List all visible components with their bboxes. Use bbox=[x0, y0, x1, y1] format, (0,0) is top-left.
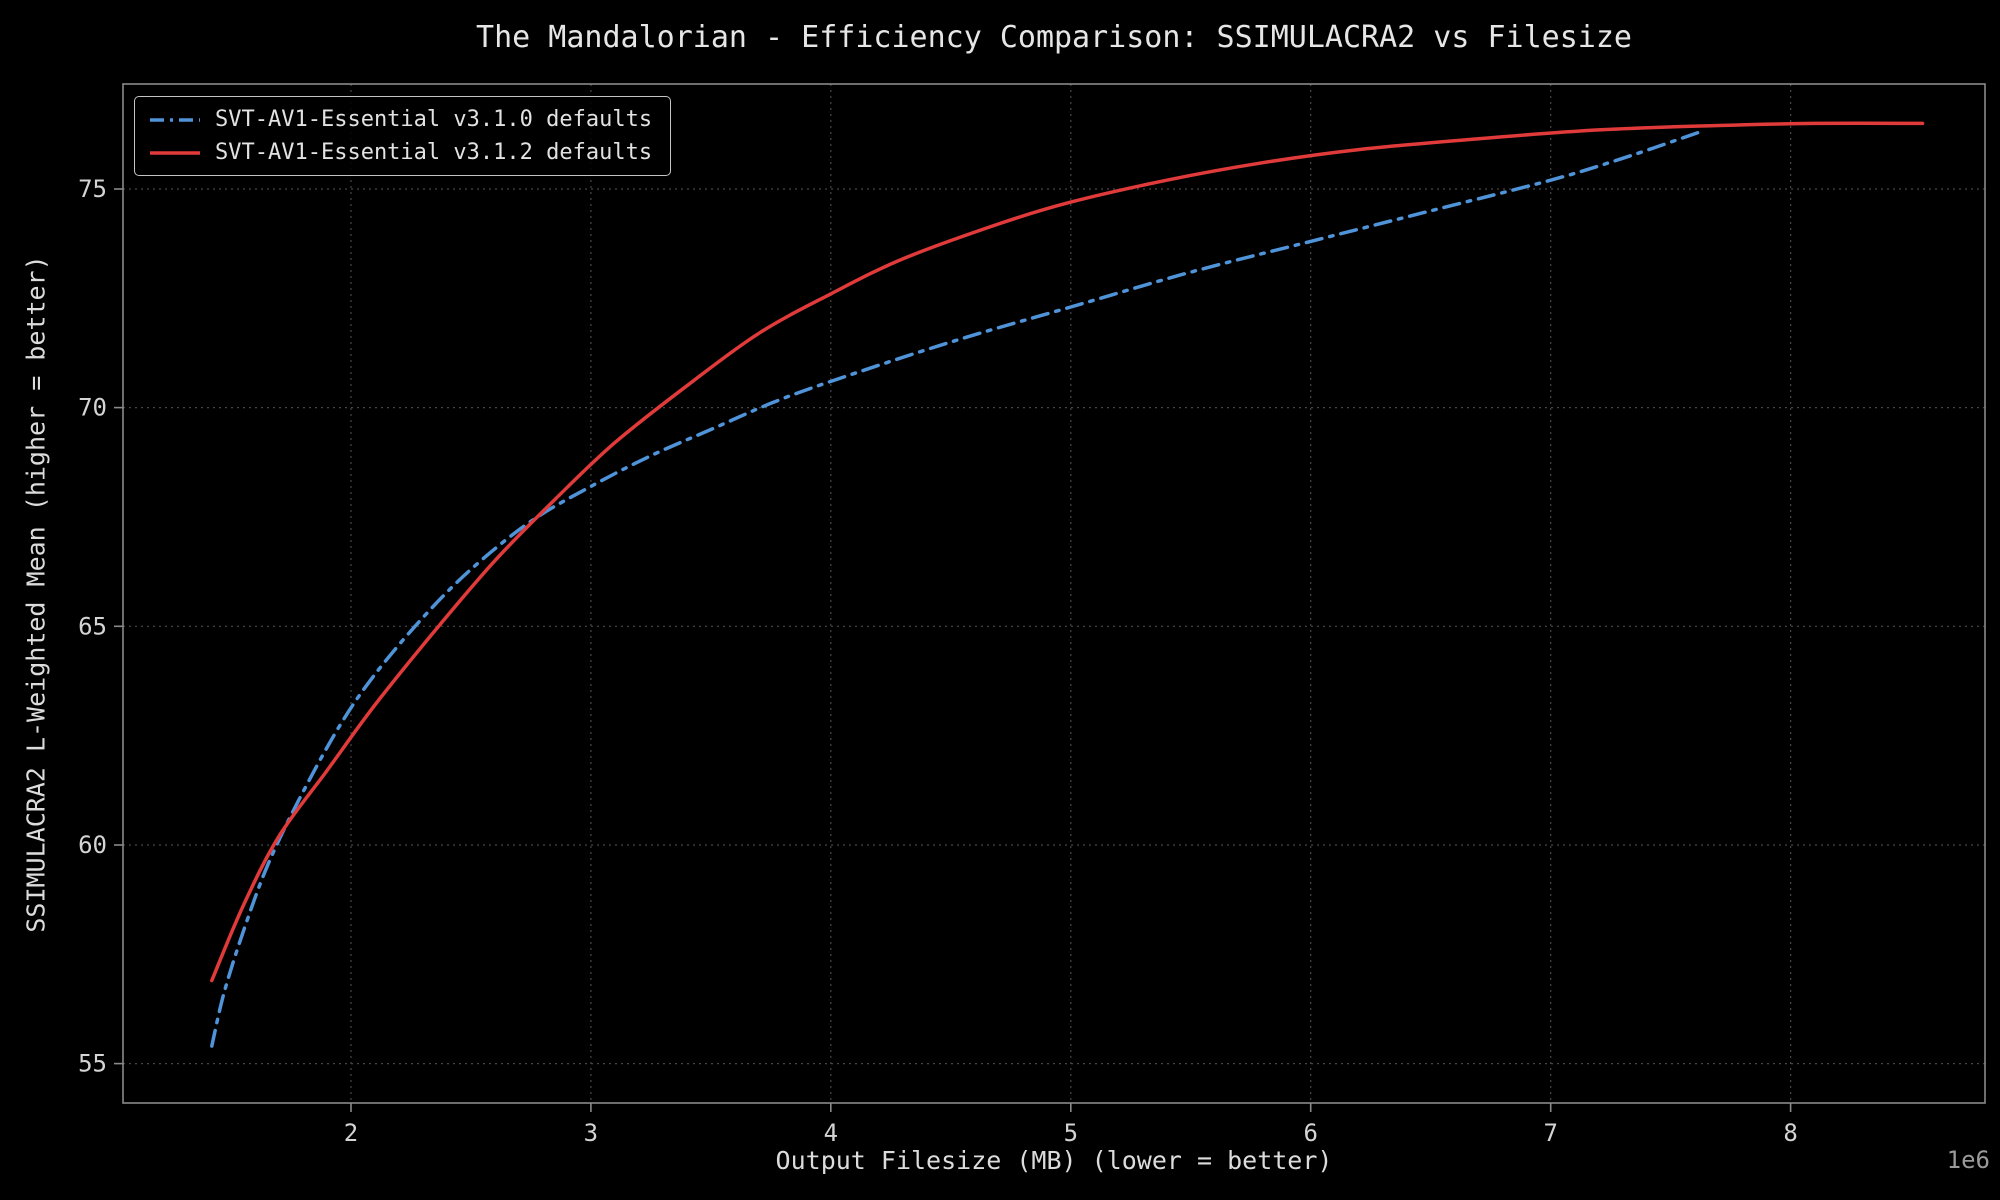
axes-frame bbox=[122, 83, 1986, 1104]
legend-line-sample-solid bbox=[150, 150, 200, 155]
legend-label: SVT-AV1-Essential v3.1.0 defaults bbox=[215, 107, 653, 132]
legend-label: SVT-AV1-Essential v3.1.2 defaults bbox=[215, 140, 653, 165]
x-tick-label: 7 bbox=[1543, 1119, 1557, 1147]
series-line-0 bbox=[210, 130, 1702, 1048]
x-tick-label: 5 bbox=[1064, 1119, 1078, 1147]
x-axis-label: Output Filesize (MB) (lower = better) bbox=[775, 1146, 1333, 1175]
legend-line-sample-dashdot bbox=[150, 117, 200, 122]
legend-entry-v312: SVT-AV1-Essential v3.1.2 defaults bbox=[149, 140, 652, 165]
y-axis-label: SSIMULACRA2 L-Weighted Mean (higher = be… bbox=[21, 255, 51, 933]
legend: SVT-AV1-Essential v3.1.0 defaults SVT-AV… bbox=[134, 96, 672, 176]
y-tick-label: 55 bbox=[78, 1050, 107, 1078]
x-tick-label: 4 bbox=[824, 1119, 838, 1147]
x-tick-label: 2 bbox=[344, 1119, 358, 1147]
series-line-1 bbox=[210, 121, 1925, 983]
y-tick-label: 75 bbox=[78, 175, 107, 203]
y-tick-label: 65 bbox=[78, 612, 107, 640]
y-tick-label: 70 bbox=[78, 394, 107, 422]
x-tick-label: 3 bbox=[584, 1119, 598, 1147]
x-axis-offset-label: 1e6 bbox=[1946, 1146, 1990, 1174]
x-tick-label: 6 bbox=[1303, 1119, 1317, 1147]
chart-title: The Mandalorian - Efficiency Comparison:… bbox=[476, 20, 1632, 55]
legend-entry-v310: SVT-AV1-Essential v3.1.0 defaults bbox=[149, 107, 652, 132]
y-tick-label: 60 bbox=[78, 831, 107, 859]
x-tick-label: 8 bbox=[1783, 1119, 1797, 1147]
